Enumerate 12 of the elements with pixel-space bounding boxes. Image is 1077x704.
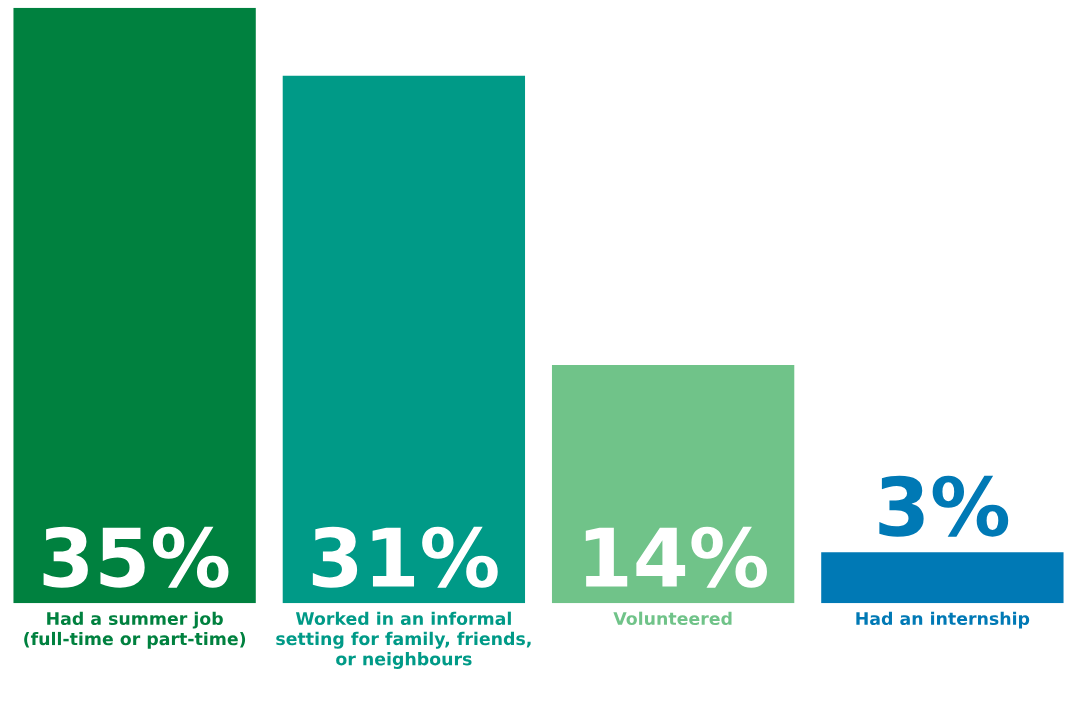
x-tick-label: Volunteered — [613, 611, 732, 626]
x-tick-label: Worked in an informal setting for family, friends, or neighbours — [276, 611, 531, 669]
bar — [551, 365, 795, 604]
x-tick-label: Had an internship — [856, 611, 1030, 629]
data-label: 35% — [43, 526, 229, 588]
bar — [282, 75, 526, 604]
data-label: 31% — [312, 526, 498, 588]
x-tick-label: Had a summer job (full-time or part-time) — [24, 611, 246, 649]
bar — [13, 7, 256, 604]
data-label: 14% — [585, 526, 767, 588]
data-label: 3% — [879, 475, 1009, 537]
bar — [821, 552, 1064, 604]
